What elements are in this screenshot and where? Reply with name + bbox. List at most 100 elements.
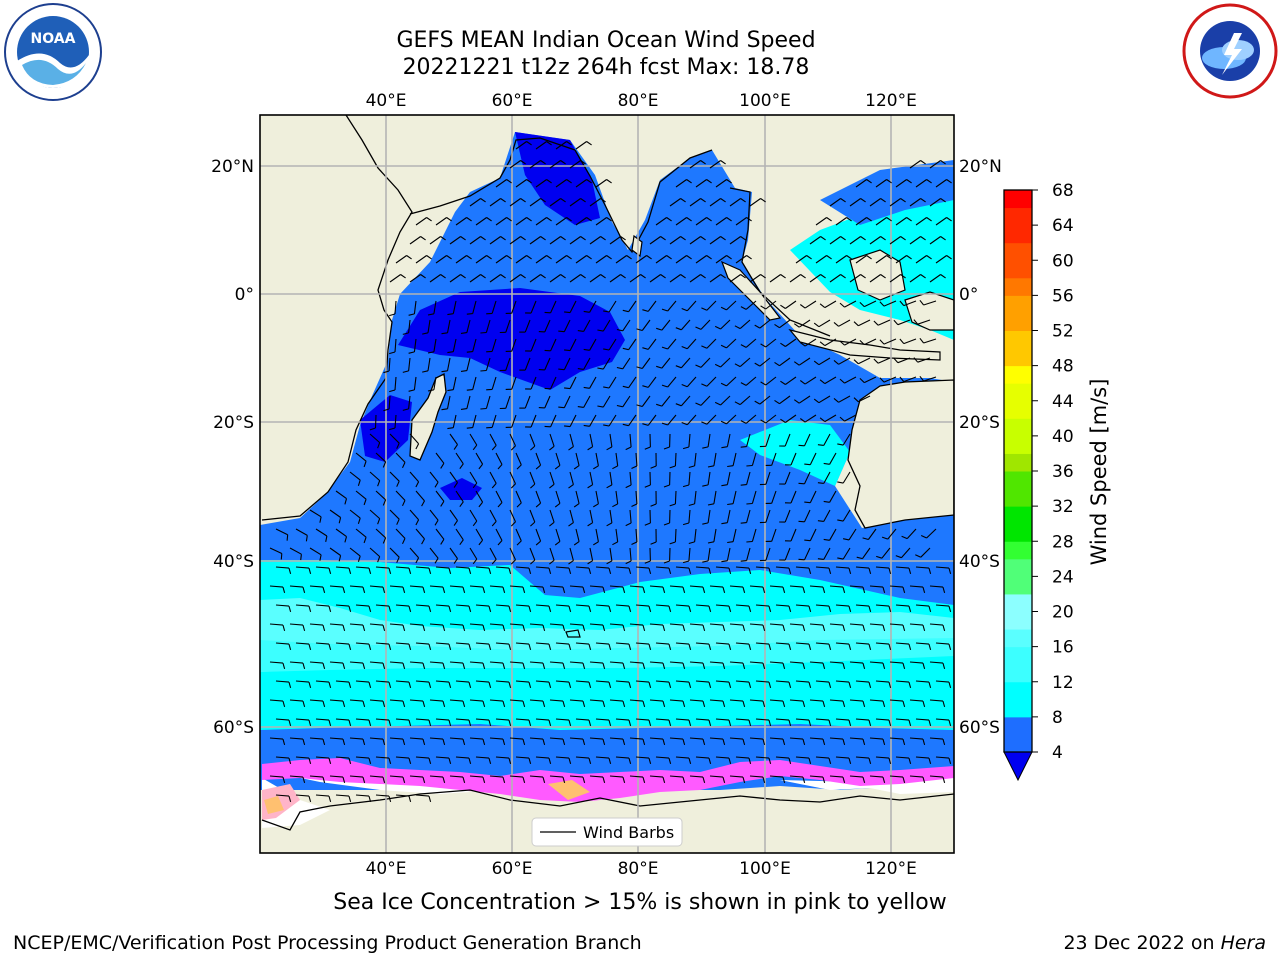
wind-barb-flag (642, 586, 646, 594)
lon-label-top: 60°E (492, 91, 533, 111)
wind-barb-flag (568, 605, 572, 613)
wind-barb (309, 775, 324, 778)
wind-barb-flag (603, 386, 610, 389)
wind-barb-flag (322, 776, 326, 784)
wind-barb (749, 274, 761, 283)
wind-barb (389, 623, 404, 626)
wind-barb-flag (530, 559, 536, 565)
wind-barb-flag (362, 738, 366, 746)
wind-barb-flag (434, 557, 439, 564)
wind-barb-flag (682, 738, 686, 746)
wind-barb (429, 661, 444, 664)
wind-barb (765, 471, 771, 485)
wind-barb-flag (642, 309, 649, 312)
wind-barb (715, 566, 730, 569)
wind-barb-flag (802, 586, 806, 594)
wind-barb-flag (459, 539, 464, 546)
wind-barb (589, 471, 594, 485)
wind-barb-flag (928, 605, 932, 613)
wind-barb (869, 737, 884, 740)
lon-labels-bottom: 40°E 60°E 80°E 100°E 120°E (366, 859, 917, 879)
antarctica-land (260, 780, 954, 853)
wind-barb (549, 737, 564, 740)
wind-barb-flag (640, 274, 646, 279)
wind-barb (686, 414, 697, 426)
wind-barb-flag (842, 662, 846, 670)
wind-barb-flag (616, 328, 623, 332)
wind-barb-flag (661, 384, 668, 388)
wind-barb (726, 338, 737, 349)
wind-barb (375, 756, 390, 759)
wind-barb-flag (369, 427, 376, 431)
wind-barb-flag (808, 605, 812, 613)
wind-barb (824, 338, 837, 347)
wind-barb-flag (926, 217, 932, 222)
wind-barb-flag (606, 217, 612, 222)
wind-barb-flag (427, 313, 435, 316)
colorbar-cell (1004, 277, 1032, 296)
wind-barb (883, 300, 897, 307)
wind-barb-flag (478, 501, 484, 508)
wind-barb-flag (426, 255, 432, 260)
colorbar-cell (1004, 734, 1032, 753)
wind-barb-flag (888, 643, 892, 651)
wind-barb-flag (902, 776, 906, 784)
wind-barb-flag (793, 399, 800, 404)
wind-barb-flag (688, 465, 695, 469)
wind-barb (550, 338, 557, 352)
wind-barb-flag (568, 719, 572, 727)
wind-barb-flag (396, 518, 400, 525)
wind-barb (530, 338, 537, 352)
wind-barb (269, 699, 284, 702)
wind-barb (469, 775, 484, 778)
wind-barb (655, 566, 670, 569)
wind-barb (815, 718, 830, 721)
wind-barb-flag (740, 306, 747, 310)
wind-barb (589, 547, 594, 561)
wind-barb-flag (948, 681, 952, 689)
wind-barb-flag (420, 274, 426, 279)
wind-barb (789, 737, 804, 740)
wind-barb (315, 718, 330, 721)
wind-barb (530, 376, 537, 390)
wind-barb-flag (305, 535, 308, 542)
colorbar-tick-label: 68 (1052, 181, 1074, 201)
wind-barb-flag (879, 301, 885, 307)
wind-barb-flag (648, 757, 652, 765)
wind-barb-flag (522, 776, 526, 784)
wind-barb (804, 376, 817, 385)
wind-barb (489, 236, 501, 245)
wind-barb (575, 452, 580, 466)
wind-barb-flag (472, 444, 478, 451)
wind-barb (583, 357, 591, 370)
wind-barb (855, 217, 867, 226)
wind-barb-flag (636, 366, 643, 370)
wind-barb-flag (802, 738, 806, 746)
wind-barb (869, 236, 881, 245)
wind-barb (629, 274, 641, 283)
wind-barb (789, 585, 804, 588)
wind-barb-flag (848, 719, 852, 727)
wind-barb (435, 566, 450, 569)
wind-barb-flag (734, 401, 741, 406)
wind-barb-flag (625, 560, 632, 565)
wind-barb (769, 585, 784, 588)
wind-barb (511, 376, 517, 390)
wind-barb-flag (322, 662, 326, 670)
wind-barb (649, 236, 661, 245)
wind-barb (475, 604, 490, 607)
wind-barb (349, 585, 364, 588)
wind-barb-flag (488, 605, 492, 613)
wind-barb-flag (862, 738, 866, 746)
wind-barb-flag (546, 141, 552, 146)
wind-barb (929, 236, 941, 245)
wind-barb (909, 775, 924, 778)
wind-barb-flag (656, 403, 663, 407)
wind-barb-flag (688, 681, 692, 689)
wind-barb-flag (408, 351, 415, 354)
wind-barb (609, 775, 624, 778)
wind-barb (269, 737, 284, 740)
wind-barb (535, 141, 547, 150)
wind-barb-flag (382, 537, 387, 544)
wind-barb-flag (526, 141, 532, 146)
